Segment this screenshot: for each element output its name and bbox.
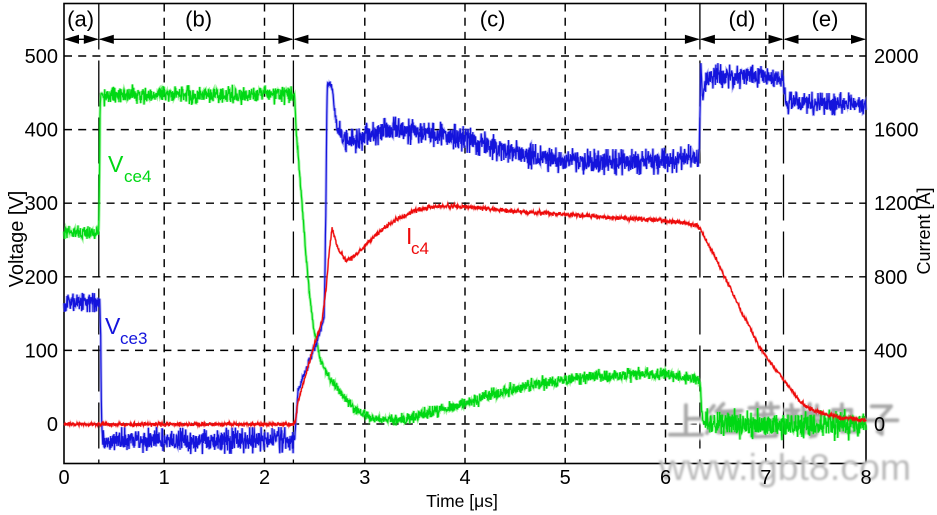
- svg-text:6: 6: [660, 467, 671, 489]
- svg-text:(c): (c): [480, 7, 506, 32]
- svg-text:c4: c4: [411, 239, 429, 258]
- svg-text:2000: 2000: [874, 46, 919, 68]
- svg-text:3: 3: [359, 467, 370, 489]
- svg-text:www.igbt8.com: www.igbt8.com: [658, 446, 911, 488]
- svg-text:200: 200: [25, 267, 58, 289]
- svg-text:8: 8: [860, 467, 871, 489]
- svg-text:(e): (e): [812, 7, 839, 32]
- svg-text:800: 800: [874, 267, 907, 289]
- svg-text:0: 0: [47, 414, 58, 436]
- svg-text:(d): (d): [729, 7, 756, 32]
- svg-text:ce4: ce4: [124, 167, 151, 186]
- svg-text:0: 0: [58, 467, 69, 489]
- svg-text:1: 1: [159, 467, 170, 489]
- svg-text:Current [A]: Current [A]: [914, 187, 934, 274]
- svg-text:100: 100: [25, 340, 58, 362]
- svg-text:300: 300: [25, 193, 58, 215]
- svg-text:5: 5: [560, 467, 571, 489]
- svg-text:400: 400: [874, 340, 907, 362]
- svg-text:Voltage [V]: Voltage [V]: [6, 191, 28, 288]
- svg-text:I: I: [406, 223, 412, 249]
- svg-text:1600: 1600: [874, 120, 919, 142]
- svg-text:(b): (b): [185, 7, 212, 32]
- svg-text:V: V: [108, 151, 124, 177]
- svg-text:ce3: ce3: [120, 329, 147, 348]
- svg-text:7: 7: [760, 467, 771, 489]
- svg-text:2: 2: [259, 467, 270, 489]
- svg-text:500: 500: [25, 46, 58, 68]
- svg-text:400: 400: [25, 120, 58, 142]
- svg-text:Time [μs]: Time [μs]: [426, 491, 498, 511]
- svg-text:(a): (a): [67, 7, 94, 32]
- svg-text:4: 4: [459, 467, 470, 489]
- svg-text:V: V: [105, 313, 121, 339]
- svg-text:1200: 1200: [874, 193, 919, 215]
- svg-text:www.igbt8.com: www.igbt8.com: [660, 448, 913, 490]
- svg-text:0: 0: [874, 414, 885, 436]
